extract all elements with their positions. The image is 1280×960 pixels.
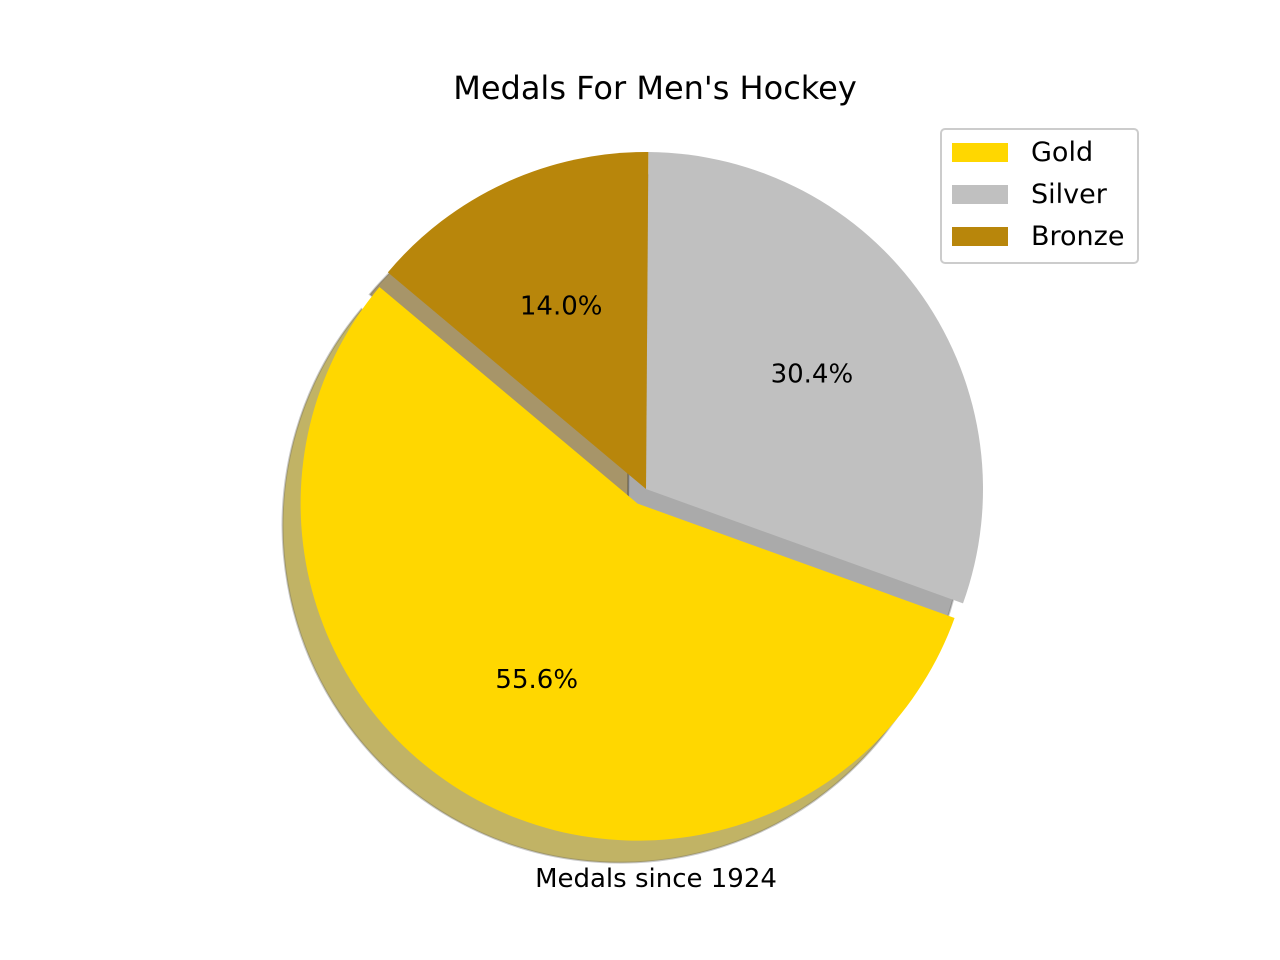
- legend-swatch-gold: [952, 143, 1008, 162]
- pie-label-layer: 55.6% 30.4% 14.0%: [495, 291, 853, 694]
- pie-label-bronze: 14.0%: [520, 291, 603, 321]
- pie-label-silver: 30.4%: [771, 359, 854, 389]
- pie-slice-gold: [300, 286, 955, 841]
- legend-label-gold: Gold: [1031, 137, 1093, 168]
- legend-swatch-silver: [952, 185, 1008, 204]
- pie-slice-bronze: [387, 151, 649, 489]
- legend-swatch-bronze: [952, 227, 1008, 246]
- pie-slice-silver: [646, 152, 983, 604]
- pie-slice-layer: [300, 151, 983, 841]
- pie-label-gold: 55.6%: [495, 665, 578, 695]
- legend-entries: Gold Silver Bronze: [952, 137, 1124, 252]
- x-axis-label: Medals since 1924: [535, 864, 777, 894]
- legend: Gold Silver Bronze: [940, 128, 1139, 264]
- legend-label-bronze: Bronze: [1031, 221, 1124, 252]
- chart-title: Medals For Men's Hockey: [453, 69, 857, 107]
- legend-label-silver: Silver: [1031, 179, 1108, 210]
